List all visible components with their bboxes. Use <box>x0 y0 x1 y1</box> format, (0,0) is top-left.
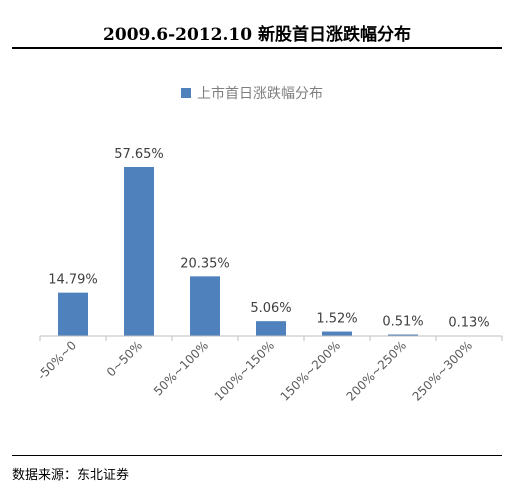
chart-title: 2009.6-2012.10 新股首日涨跌幅分布 <box>103 25 411 45</box>
bar-0~50% <box>124 167 154 336</box>
x-axis: -50%~0 0~50% 50%~100% 100%~150% 150%~200% 200… <box>35 335 503 404</box>
bar--50%~0 <box>58 292 88 336</box>
data-label--50%~0: 14.79% <box>48 273 98 288</box>
source-note: 数据来源：东北证券 <box>12 468 130 483</box>
bar-chart: 上市首日涨跌幅分布 14.79% 57.65% 20.35% 5.06% 1.52% 0.… <box>35 85 503 404</box>
legend: 上市首日涨跌幅分布 <box>181 85 323 102</box>
data-label-0~50%: 57.65% <box>114 147 164 162</box>
tick-label-100%~150%: 100%~150% <box>212 338 278 404</box>
data-label-150%~200%: 1.52% <box>316 312 357 327</box>
tick-label-150%~200%: 150%~200% <box>278 338 344 404</box>
data-label-250%~300%: 0.13% <box>448 316 489 331</box>
bar-150%~200% <box>322 331 352 336</box>
data-label-50%~100%: 20.35% <box>180 256 230 271</box>
bottom-rule <box>12 455 502 456</box>
tick-label-0~50%: 0~50% <box>104 338 145 379</box>
tick-label-50%~100%: 50%~100% <box>151 338 211 398</box>
bars-group: 14.79% 57.65% 20.35% 5.06% 1.52% 0.51% 0.13% <box>48 147 490 337</box>
tick-label-250%~300%: 250%~300% <box>410 338 476 404</box>
data-label-200%~250%: 0.51% <box>382 315 423 330</box>
legend-label: 上市首日涨跌幅分布 <box>197 85 323 102</box>
bar-100%~150% <box>256 321 286 336</box>
data-label-100%~150%: 5.06% <box>250 301 291 316</box>
bar-50%~100% <box>190 276 220 336</box>
tick-label--50%~0: -50%~0 <box>35 338 79 382</box>
tick-label-200%~250%: 200%~250% <box>344 338 410 404</box>
bar-200%~250% <box>388 334 418 336</box>
top-rule <box>12 47 502 49</box>
legend-swatch <box>181 88 191 98</box>
